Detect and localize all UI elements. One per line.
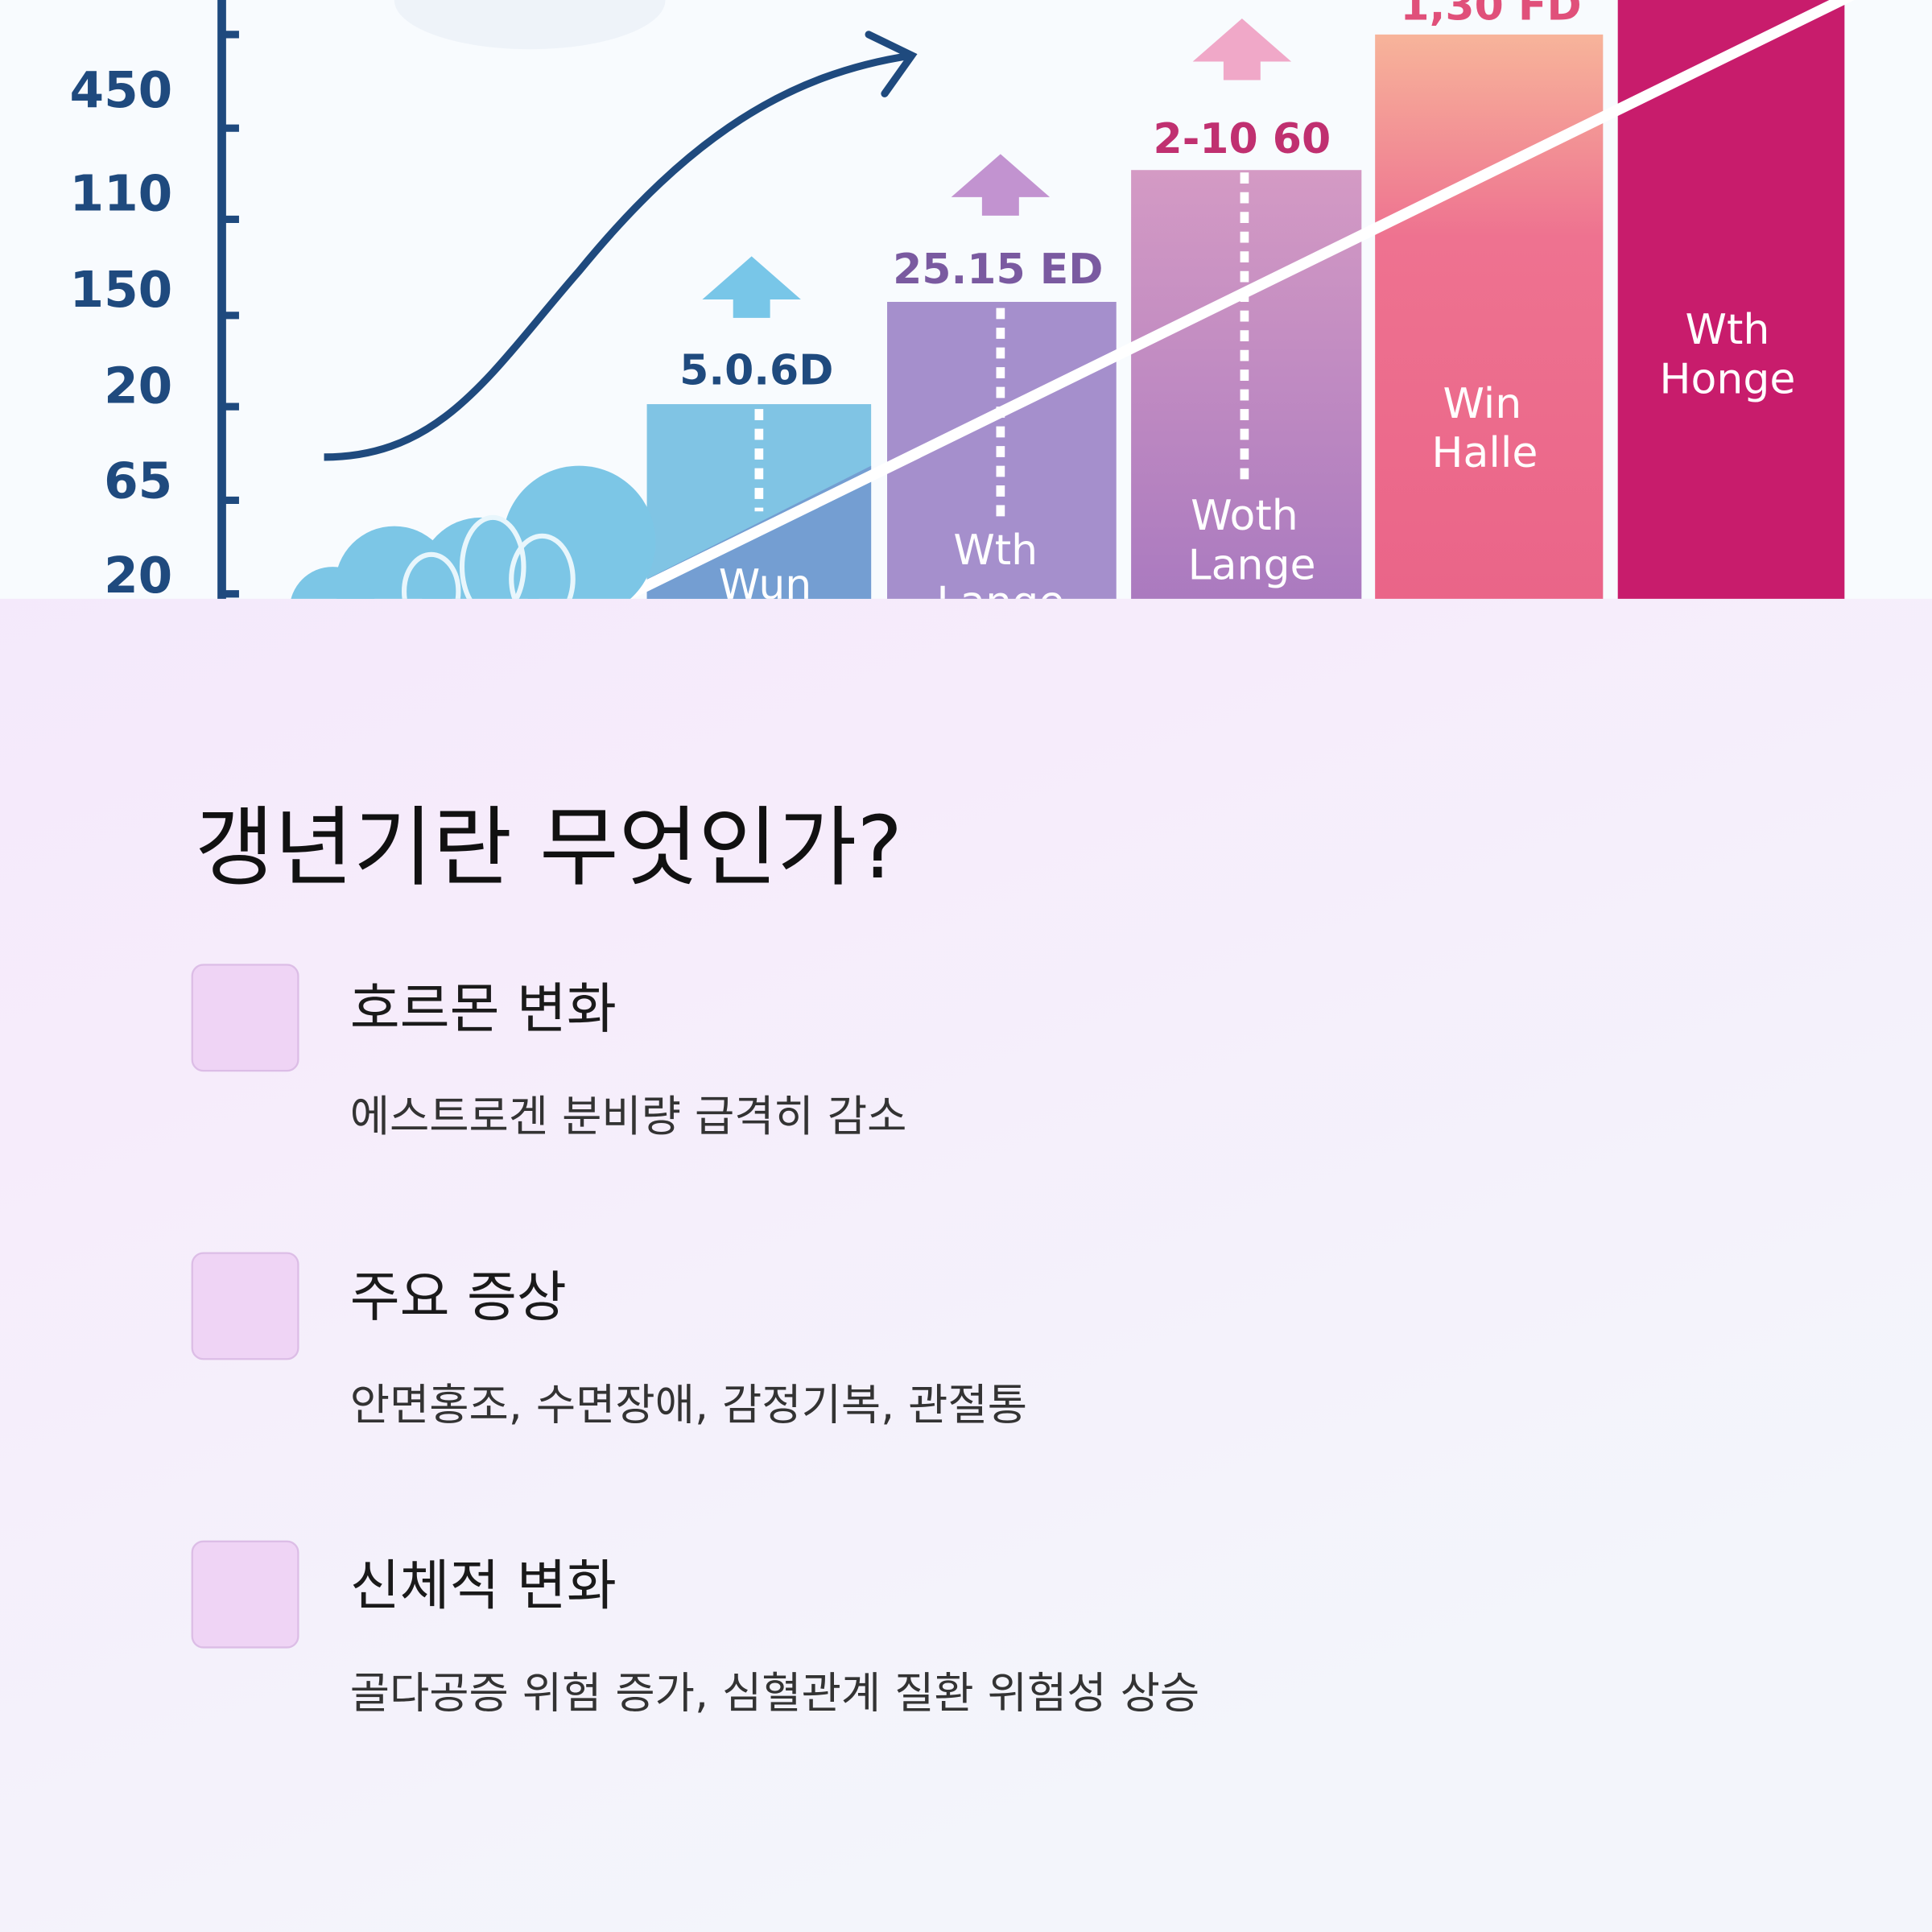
axis-label: 450 bbox=[69, 62, 172, 119]
item-heading: 호르몬 변화 bbox=[350, 977, 617, 1041]
item-icon bbox=[191, 1252, 299, 1360]
bar-name: Wth bbox=[953, 526, 1038, 575]
bar-name: Honge bbox=[1659, 355, 1795, 403]
item-icon bbox=[191, 1540, 299, 1649]
item-icon bbox=[191, 964, 299, 1072]
marker bbox=[951, 154, 1051, 216]
cloud-lines bbox=[401, 514, 576, 599]
axis-ticks bbox=[221, 31, 239, 598]
item: 호르몬 변화 에스트로겐 분비량 급격히 감소 bbox=[191, 964, 907, 1141]
bar-shape bbox=[1375, 34, 1604, 599]
bar-name: Lange bbox=[936, 578, 1064, 626]
bar-name: Lange bbox=[1188, 541, 1316, 589]
axis-label: 150 bbox=[69, 262, 172, 319]
cloud bbox=[394, 0, 666, 50]
illustration: 450 110 150 20 65 20 5.0.6D 25.15 ED 2-1… bbox=[0, 0, 1932, 626]
item-text: 골다공증 위험 증가, 심혈관계 질환 위험성 상승 bbox=[350, 1667, 1199, 1718]
bar-value: 2-10 60 bbox=[1153, 115, 1331, 163]
bar-value: 5.0.6D bbox=[679, 347, 833, 395]
bar-value: 1,30 FD bbox=[1400, 0, 1581, 30]
item: 신체적 변화 골다공증 위험 증가, 심혈관계 질환 위험성 상승 bbox=[191, 1540, 1199, 1718]
arrow-head bbox=[865, 31, 918, 97]
item-heading: 주요 증상 bbox=[350, 1265, 567, 1329]
title: 갱년기란 무엇인가? bbox=[195, 799, 902, 898]
marker bbox=[1192, 18, 1292, 80]
item: 주요 증상 안면홍조, 수면장애, 감정기복, 관절통 bbox=[191, 1252, 1027, 1430]
diagonal bbox=[607, 0, 1855, 599]
bar-name: Wun bbox=[719, 561, 812, 609]
clouds bbox=[291, 465, 656, 599]
bar-name: Halle bbox=[1431, 429, 1538, 477]
marker bbox=[702, 256, 801, 318]
trend-arrow bbox=[324, 52, 913, 461]
bar-shape bbox=[1617, 0, 1845, 599]
item-text: 안면홍조, 수면장애, 감정기복, 관절통 bbox=[350, 1379, 1027, 1430]
bar-value: 25.15 ED bbox=[893, 246, 1103, 294]
axis-label: 20 bbox=[104, 547, 172, 605]
bar-name: Woth bbox=[1191, 492, 1298, 540]
axis-label: 20 bbox=[104, 358, 172, 415]
item-text: 에스트로겐 분비량 급격히 감소 bbox=[350, 1091, 907, 1141]
axis-label: 110 bbox=[69, 166, 172, 223]
axis-label: 65 bbox=[104, 452, 172, 510]
bar-name: Wth bbox=[1686, 306, 1770, 354]
item-heading: 신체적 변화 bbox=[350, 1554, 617, 1617]
bar-name: Win bbox=[1443, 380, 1521, 428]
